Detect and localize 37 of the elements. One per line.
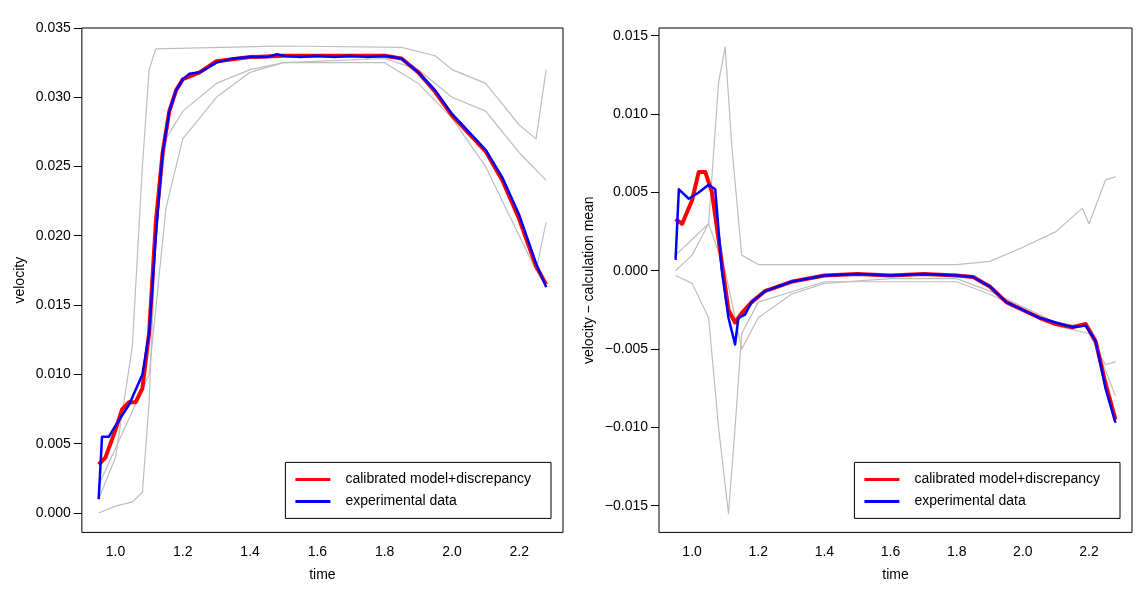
x-tick-label: 1.8	[946, 542, 967, 559]
y-tick-label: 0.005	[35, 434, 72, 451]
x-tick-label: 1.4	[814, 542, 835, 559]
x-tick-label: 1.6	[307, 542, 328, 559]
x-tick-label: 2.2	[1079, 542, 1099, 559]
x-tick-label: 2.0	[442, 542, 462, 559]
y-tick-label: 0.005	[612, 183, 649, 200]
x-tick-label: 1.6	[880, 542, 901, 559]
x-axis-title: time	[309, 566, 336, 583]
legend-label: experimental data	[345, 492, 457, 509]
y-tick-label: 0.020	[35, 226, 72, 243]
y-tick-label: 0.010	[612, 105, 649, 122]
y-tick-label: 0.015	[35, 296, 72, 312]
y-tick-label: 0.030	[35, 88, 72, 105]
y-axis-title: velocity	[11, 256, 28, 304]
x-tick-label: 1.2	[173, 542, 193, 559]
x-tick-label: 1.0	[105, 542, 126, 559]
y-axis-title: velocity − calculation mean	[580, 196, 597, 365]
y-tick-label: −0.015	[604, 496, 649, 513]
y-tick-label: 0.000	[35, 503, 72, 520]
y-tick-label: −0.005	[604, 339, 649, 356]
x-axis-title: time	[882, 566, 909, 583]
x-tick-label: 2.0	[1013, 542, 1033, 559]
x-tick-label: 1.0	[682, 542, 703, 559]
y-tick-label: −0.010	[604, 418, 649, 435]
y-tick-label: 0.025	[35, 157, 72, 174]
legend-label: experimental data	[914, 492, 1026, 509]
y-tick-label: 0.015	[612, 26, 649, 43]
y-tick-label: 0.010	[35, 365, 72, 382]
y-tick-label: 0.035	[35, 18, 72, 35]
legend-label: calibrated model+discrepancy	[345, 470, 532, 487]
x-tick-label: 1.4	[240, 542, 261, 559]
x-tick-label: 1.8	[374, 542, 395, 559]
x-tick-label: 1.2	[748, 542, 769, 559]
y-tick-label: 0.000	[612, 261, 649, 278]
legend-label: calibrated model+discrepancy	[914, 470, 1101, 487]
x-tick-label: 2.2	[509, 542, 530, 559]
